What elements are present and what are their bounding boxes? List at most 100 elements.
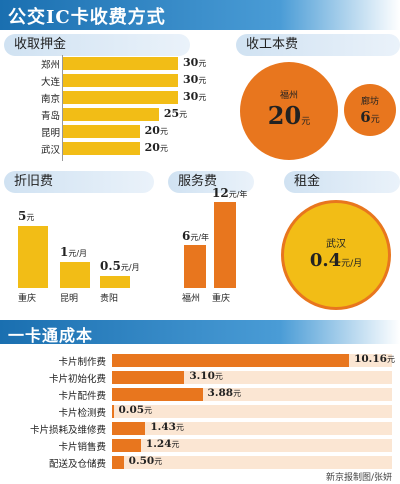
deposit-city-label: 大连 xyxy=(40,77,60,88)
rent-unit: 元/月 xyxy=(341,259,363,269)
cost-value-label: 1.43元 xyxy=(150,421,184,433)
cost-label: 配送及仓储费 xyxy=(48,459,106,470)
depreciation-unit: 元/月 xyxy=(120,263,140,272)
cost-bar-track xyxy=(112,439,392,452)
deposit-bar xyxy=(63,57,178,70)
cost-bar xyxy=(112,371,185,384)
rent-value: 0.4 xyxy=(309,250,342,271)
deposit-bar xyxy=(63,108,159,121)
cost-value-label: 0.05元 xyxy=(118,404,153,416)
production-fee-unit: 元 xyxy=(301,117,311,127)
cost-section-bar: 一卡通成本 xyxy=(0,320,400,345)
cost-value-label: 3.10元 xyxy=(189,370,223,382)
cost-label: 卡片检测费 xyxy=(58,408,106,419)
service-fee-value-label: 6元/年 xyxy=(182,229,209,243)
cost-value-label: 3.88元 xyxy=(207,387,242,399)
production-fee-value: 6 xyxy=(360,108,371,126)
cost-bar xyxy=(112,456,124,469)
deposit-axis xyxy=(62,55,63,161)
deposit-bar xyxy=(63,125,140,138)
production-fee-circle-langfang: 廊坊 6元 xyxy=(344,84,396,136)
deposit-city-label: 武汉 xyxy=(40,145,60,156)
deposit-heading: 收取押金 xyxy=(14,37,67,52)
service-fee-value: 6 xyxy=(182,229,191,243)
cost-bar xyxy=(112,354,350,367)
rent-heading-pill: 租金 xyxy=(284,171,400,193)
depreciation-bar xyxy=(100,276,130,288)
depreciation-bar xyxy=(18,226,48,288)
cost-bar-track xyxy=(112,422,392,435)
cost-unit: 元 xyxy=(175,423,184,432)
depreciation-value: 5 xyxy=(18,209,27,223)
depreciation-city-label: 昆明 xyxy=(60,294,79,304)
depreciation-value-label: 1元/月 xyxy=(60,245,87,259)
deposit-city-label: 青岛 xyxy=(40,111,60,122)
service-fee-city-label: 重庆 xyxy=(212,294,231,304)
deposit-value-label: 25元 xyxy=(163,107,188,120)
service-fee-value: 12 xyxy=(212,186,229,200)
service-fee-bar xyxy=(214,202,236,288)
rent-city: 武汉 xyxy=(326,239,346,250)
deposit-unit: 元 xyxy=(179,110,188,119)
service-fee-unit: 元/年 xyxy=(228,190,248,199)
service-fee-heading: 服务费 xyxy=(178,174,218,189)
depreciation-heading-pill: 折旧费 xyxy=(4,171,154,193)
depreciation-value-label: 0.5元/月 xyxy=(100,259,140,273)
service-fee-heading-pill: 服务费 xyxy=(168,171,254,193)
production-fee-unit: 元 xyxy=(370,115,380,125)
deposit-bar xyxy=(63,74,178,87)
deposit-city-label: 南京 xyxy=(40,94,60,105)
depreciation-value: 0.5 xyxy=(100,259,121,273)
depreciation-bar xyxy=(60,262,90,288)
credit-text: 新京报制图/张妍 xyxy=(325,473,392,483)
deposit-heading-pill: 收取押金 xyxy=(4,34,190,56)
service-fee-unit: 元/年 xyxy=(190,233,210,242)
service-fee-city-label: 福州 xyxy=(182,294,201,304)
cost-value-label: 10.16元 xyxy=(354,353,395,365)
service-fee-value-label: 12元/年 xyxy=(212,186,247,200)
cost-value-label: 1.24元 xyxy=(145,438,180,450)
cost-unit: 元 xyxy=(214,372,223,381)
cost-bar xyxy=(112,405,114,418)
production-fee-value: 20 xyxy=(267,101,302,130)
cost-unit: 元 xyxy=(154,457,163,466)
service-fee-bar xyxy=(184,245,206,288)
deposit-city-label: 郑州 xyxy=(40,60,60,71)
cost-bar-track xyxy=(112,456,392,469)
deposit-unit: 元 xyxy=(198,59,207,68)
production-fee-city: 廊坊 xyxy=(360,97,379,107)
cost-bar xyxy=(112,388,203,401)
cost-value-label: 0.50元 xyxy=(128,455,163,467)
deposit-bar xyxy=(63,142,140,155)
cost-unit: 元 xyxy=(233,389,242,398)
rent-heading: 租金 xyxy=(294,174,321,189)
depreciation-value: 1 xyxy=(60,245,69,259)
cost-label: 卡片损耗及维修费 xyxy=(29,425,106,436)
cost-section-heading: 一卡通成本 xyxy=(8,326,94,345)
deposit-value-label: 20元 xyxy=(144,141,168,154)
deposit-unit: 元 xyxy=(159,144,168,153)
production-fee-circle-fuzhou: 福州 20元 xyxy=(240,62,338,160)
cost-bar xyxy=(112,439,141,452)
depreciation-city-label: 重庆 xyxy=(18,294,37,304)
deposit-unit: 元 xyxy=(198,76,207,85)
depreciation-city-label: 贵阳 xyxy=(100,294,119,304)
cost-unit: 元 xyxy=(171,440,180,449)
deposit-unit: 元 xyxy=(159,127,168,136)
cost-label: 卡片制作费 xyxy=(58,357,106,368)
deposit-value-label: 30元 xyxy=(183,73,207,86)
deposit-value-label: 30元 xyxy=(183,56,207,69)
cost-unit: 元 xyxy=(144,406,153,415)
deposit-city-label: 昆明 xyxy=(40,128,60,139)
cost-bar xyxy=(112,422,146,435)
depreciation-unit: 元/月 xyxy=(68,249,88,258)
production-fee-heading-pill: 收工本费 xyxy=(236,34,400,56)
title-bar: 公交IC卡收费方式 xyxy=(0,0,400,30)
depreciation-value-label: 5元 xyxy=(18,209,34,223)
depreciation-unit: 元 xyxy=(26,213,35,222)
cost-label: 卡片销售费 xyxy=(58,442,106,453)
rent-circle: 武汉 0.4元/月 xyxy=(284,203,388,307)
cost-unit: 元 xyxy=(386,355,395,364)
deposit-value-label: 20元 xyxy=(144,124,168,137)
deposit-bar xyxy=(63,91,178,104)
